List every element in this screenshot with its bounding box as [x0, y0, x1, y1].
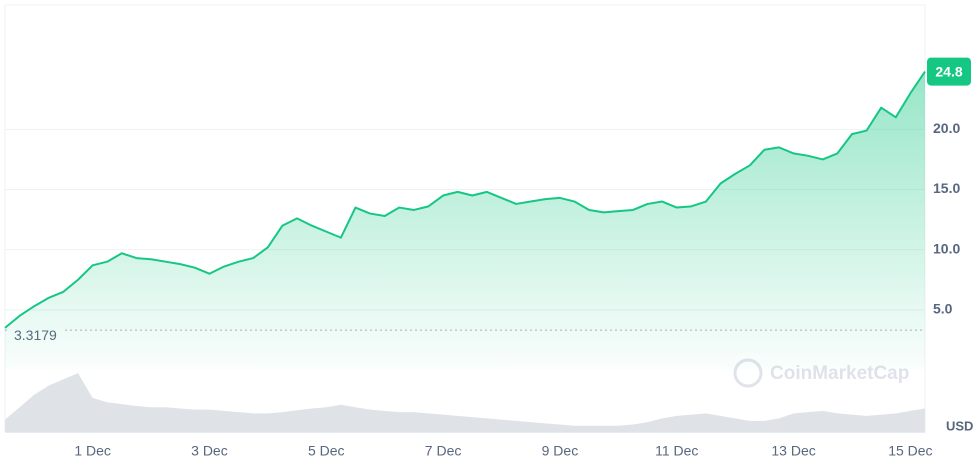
y-tick-label: 20.0: [933, 120, 960, 136]
x-tick-label: 7 Dec: [425, 443, 462, 459]
x-tick-label: 9 Dec: [542, 443, 579, 459]
x-tick-label: 11 Dec: [655, 443, 698, 459]
y-tick-label: 5.0: [933, 301, 953, 317]
y-tick-label: 15.0: [933, 180, 960, 196]
x-tick-label: 5 Dec: [308, 443, 345, 459]
x-tick-label: 13 Dec: [771, 443, 815, 459]
current-price-label: 24.8: [935, 63, 962, 79]
x-tick-label: 1 Dec: [74, 443, 111, 459]
x-tick-label: 15 Dec: [888, 443, 932, 459]
x-tick-label: 3 Dec: [191, 443, 228, 459]
price-area: [5, 71, 925, 370]
current-price-badge: [927, 57, 971, 86]
currency-label: USD: [946, 418, 973, 433]
price-line: [4, 71, 926, 329]
volume-area: [5, 373, 925, 432]
y-tick-label: 10.0: [933, 240, 960, 256]
